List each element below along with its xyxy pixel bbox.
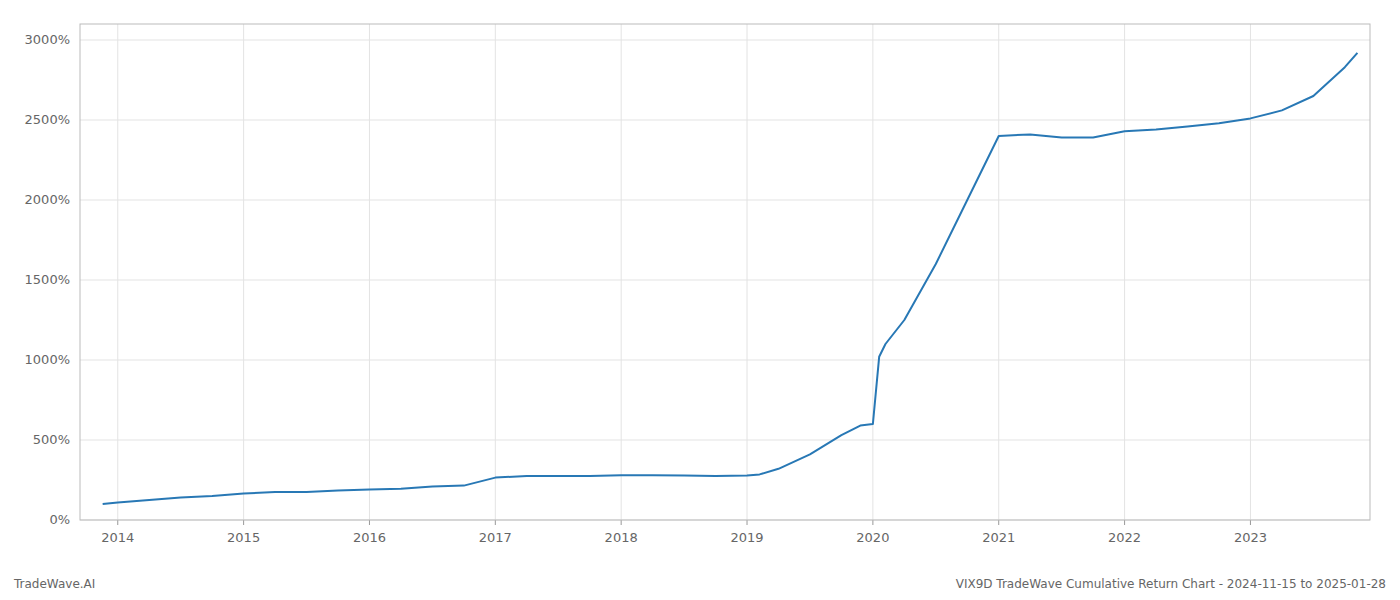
x-tick-label: 2017 (479, 530, 512, 545)
y-tick-label: 2000% (25, 192, 70, 207)
x-tick-label: 2020 (856, 530, 889, 545)
chart: 0% 500% 1000% 1500% 2000% 2500% 3000% 2014 2015 2… (0, 0, 1400, 600)
x-tick (872, 520, 873, 525)
x-tick (998, 520, 999, 525)
y-tick-label: 1500% (25, 272, 70, 287)
footer-left: TradeWave.AI (13, 577, 95, 591)
x-tick (117, 520, 118, 525)
y-tick-label: 0% (49, 512, 70, 527)
x-tick (243, 520, 244, 525)
grid-line-x (369, 24, 370, 520)
x-tick (621, 520, 622, 525)
x-tick-label: 2015 (227, 530, 260, 545)
x-tick (1124, 520, 1125, 525)
plot-area (103, 53, 1358, 504)
grid-line-x (495, 24, 496, 520)
x-tick-label: 2016 (353, 530, 386, 545)
y-tick-label: 1000% (25, 352, 70, 367)
grid-line-x (1250, 24, 1251, 520)
x-tick (1250, 520, 1251, 525)
line (103, 53, 1358, 504)
grid-line-y (80, 360, 1370, 361)
x-tick-label: 2021 (982, 530, 1015, 545)
plot-frame (80, 24, 1370, 520)
grid-line-x (747, 24, 748, 520)
grid-line-x (243, 24, 244, 520)
grid-line-x (117, 24, 118, 520)
x-tick-label: 2019 (730, 530, 763, 545)
grid-line-y (80, 280, 1370, 281)
y-tick-label: 2500% (25, 112, 70, 127)
x-tick-label: 2023 (1234, 530, 1267, 545)
x-tick-label: 2014 (101, 530, 134, 545)
x-tick (369, 520, 370, 525)
x-tick (747, 520, 748, 525)
x-tick-label: 2018 (605, 530, 638, 545)
y-tick-label: 3000% (25, 32, 70, 47)
y-tick-label: 500% (33, 432, 70, 447)
x-tick-label: 2022 (1108, 530, 1141, 545)
grid-line-y (80, 120, 1370, 121)
grid-line-x (998, 24, 999, 520)
footer-right: VIX9D TradeWave Cumulative Return Chart … (956, 577, 1386, 591)
grid-line-y (80, 440, 1370, 441)
grid-line-y (80, 40, 1370, 41)
axes: 0% 500% 1000% 1500% 2000% 2500% 3000% 2014 2015 2… (25, 24, 1370, 545)
grid-line-y (80, 200, 1370, 201)
grid (80, 24, 1370, 520)
grid-line-x (872, 24, 873, 520)
grid-line-x (621, 24, 622, 520)
grid-line-x (1124, 24, 1125, 520)
x-tick (495, 520, 496, 525)
